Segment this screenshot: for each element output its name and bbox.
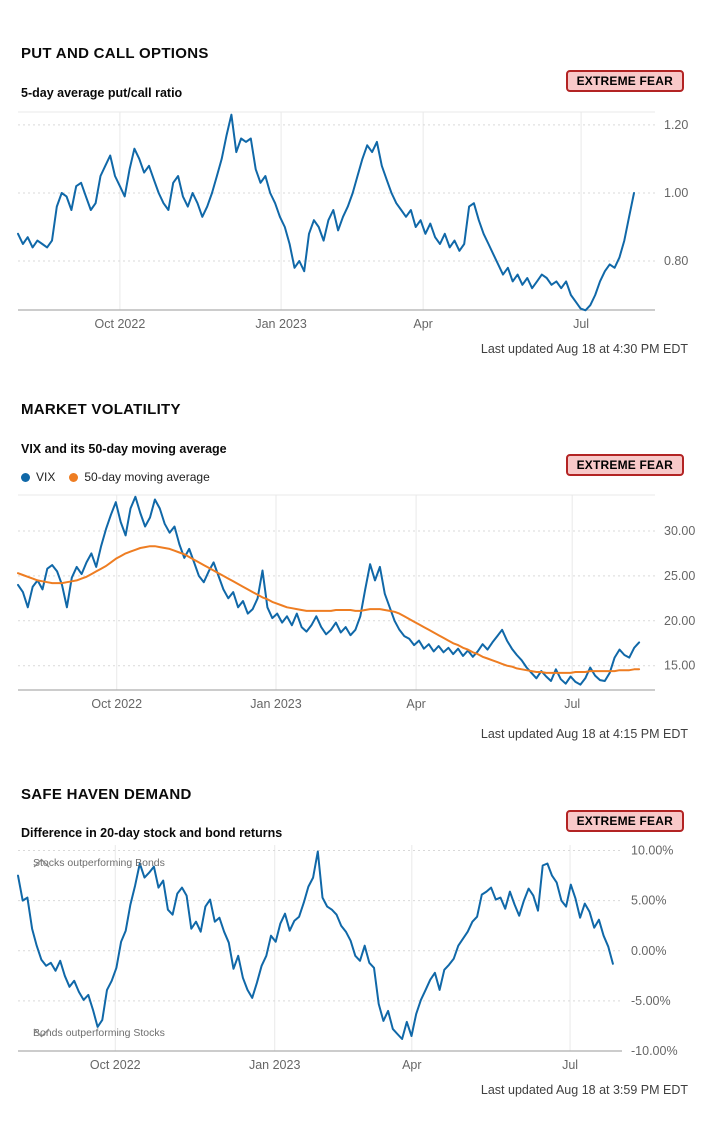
y-tick-label: -5.00% [631, 994, 671, 1008]
y-tick-label: 1.00 [664, 186, 688, 200]
x-tick-label: Jul [573, 317, 589, 331]
up-chevron-icon [33, 858, 50, 868]
x-tick-label: Apr [413, 317, 432, 331]
x-tick-label: Jan 2023 [255, 317, 306, 331]
last-updated-volatility: Last updated Aug 18 at 4:15 PM EDT [480, 727, 688, 741]
y-tick-label: 0.00% [631, 944, 666, 958]
x-tick-label: Oct 2022 [95, 317, 146, 331]
legend-label-vix: VIX [36, 470, 56, 484]
put-call-chart: Oct 2022 Jan 2023 Apr Jul 1.20 1.00 0.80 [17, 111, 688, 331]
down-chevron-icon [33, 1028, 50, 1038]
section-title-put-call: PUT AND CALL OPTIONS [21, 45, 209, 62]
safe-haven-series-line [17, 850, 614, 1040]
x-tick-label: Apr [402, 1058, 421, 1072]
last-updated-put-call: Last updated Aug 18 at 4:30 PM EDT [480, 342, 688, 356]
y-tick-label: 25.00 [664, 569, 695, 583]
y-tick-label: 5.00% [631, 894, 666, 908]
annotation-bonds-outperforming: Bonds outperforming Stocks [33, 1027, 165, 1039]
section-title-volatility: MARKET VOLATILITY [21, 401, 181, 418]
last-updated-safe-haven: Last updated Aug 18 at 3:59 PM EDT [480, 1083, 688, 1097]
put-call-series-line [17, 113, 635, 312]
y-tick-label: 20.00 [664, 614, 695, 628]
vix-series-dot-icon [21, 472, 30, 482]
safe-haven-chart: Oct 2022 Jan 2023 Apr Jul 10.00% 5.00% 0.00% -5… [17, 844, 678, 1072]
y-tick-label: 10.00% [631, 844, 673, 858]
chart-subtitle-volatility: VIX and its 50-day moving average [21, 442, 227, 456]
status-badge-put-call: EXTREME FEAR [565, 70, 684, 92]
legend: VIX 50-day moving average [21, 470, 210, 484]
moving-average-series-dot-icon [69, 472, 79, 482]
x-tick-label: Jan 2023 [250, 697, 301, 711]
x-tick-label: Oct 2022 [91, 697, 142, 711]
legend-label-moving-average: 50-day moving average [84, 470, 210, 484]
y-tick-label: -10.00% [631, 1044, 678, 1058]
x-tick-label: Jul [564, 697, 580, 711]
annotation-stocks-outperforming: Stocks outperforming Bonds [33, 857, 165, 869]
chart-subtitle-put-call: 5-day average put/call ratio [21, 86, 183, 100]
legend-item-moving-average: 50-day moving average [69, 470, 210, 484]
y-tick-label: 30.00 [664, 524, 695, 538]
legend-item-vix: VIX [21, 470, 55, 484]
section-title-safe-haven: SAFE HAVEN DEMAND [21, 786, 192, 803]
y-tick-label: 1.20 [664, 118, 688, 132]
status-badge-safe-haven: EXTREME FEAR [565, 810, 684, 832]
x-tick-label: Jul [562, 1058, 578, 1072]
vix-chart: Oct 2022 Jan 2023 Apr Jul 30.00 25.00 20.00 15.… [17, 494, 695, 711]
y-tick-label: 15.00 [664, 659, 695, 673]
vix-series-line [17, 495, 641, 686]
x-tick-label: Jan 2023 [249, 1058, 300, 1072]
status-badge-volatility: EXTREME FEAR [565, 454, 684, 476]
x-tick-label: Oct 2022 [90, 1058, 141, 1072]
vix-series-line [17, 545, 641, 674]
y-tick-label: 0.80 [664, 254, 688, 268]
x-tick-label: Apr [406, 697, 425, 711]
chart-subtitle-safe-haven: Difference in 20-day stock and bond retu… [21, 826, 283, 840]
